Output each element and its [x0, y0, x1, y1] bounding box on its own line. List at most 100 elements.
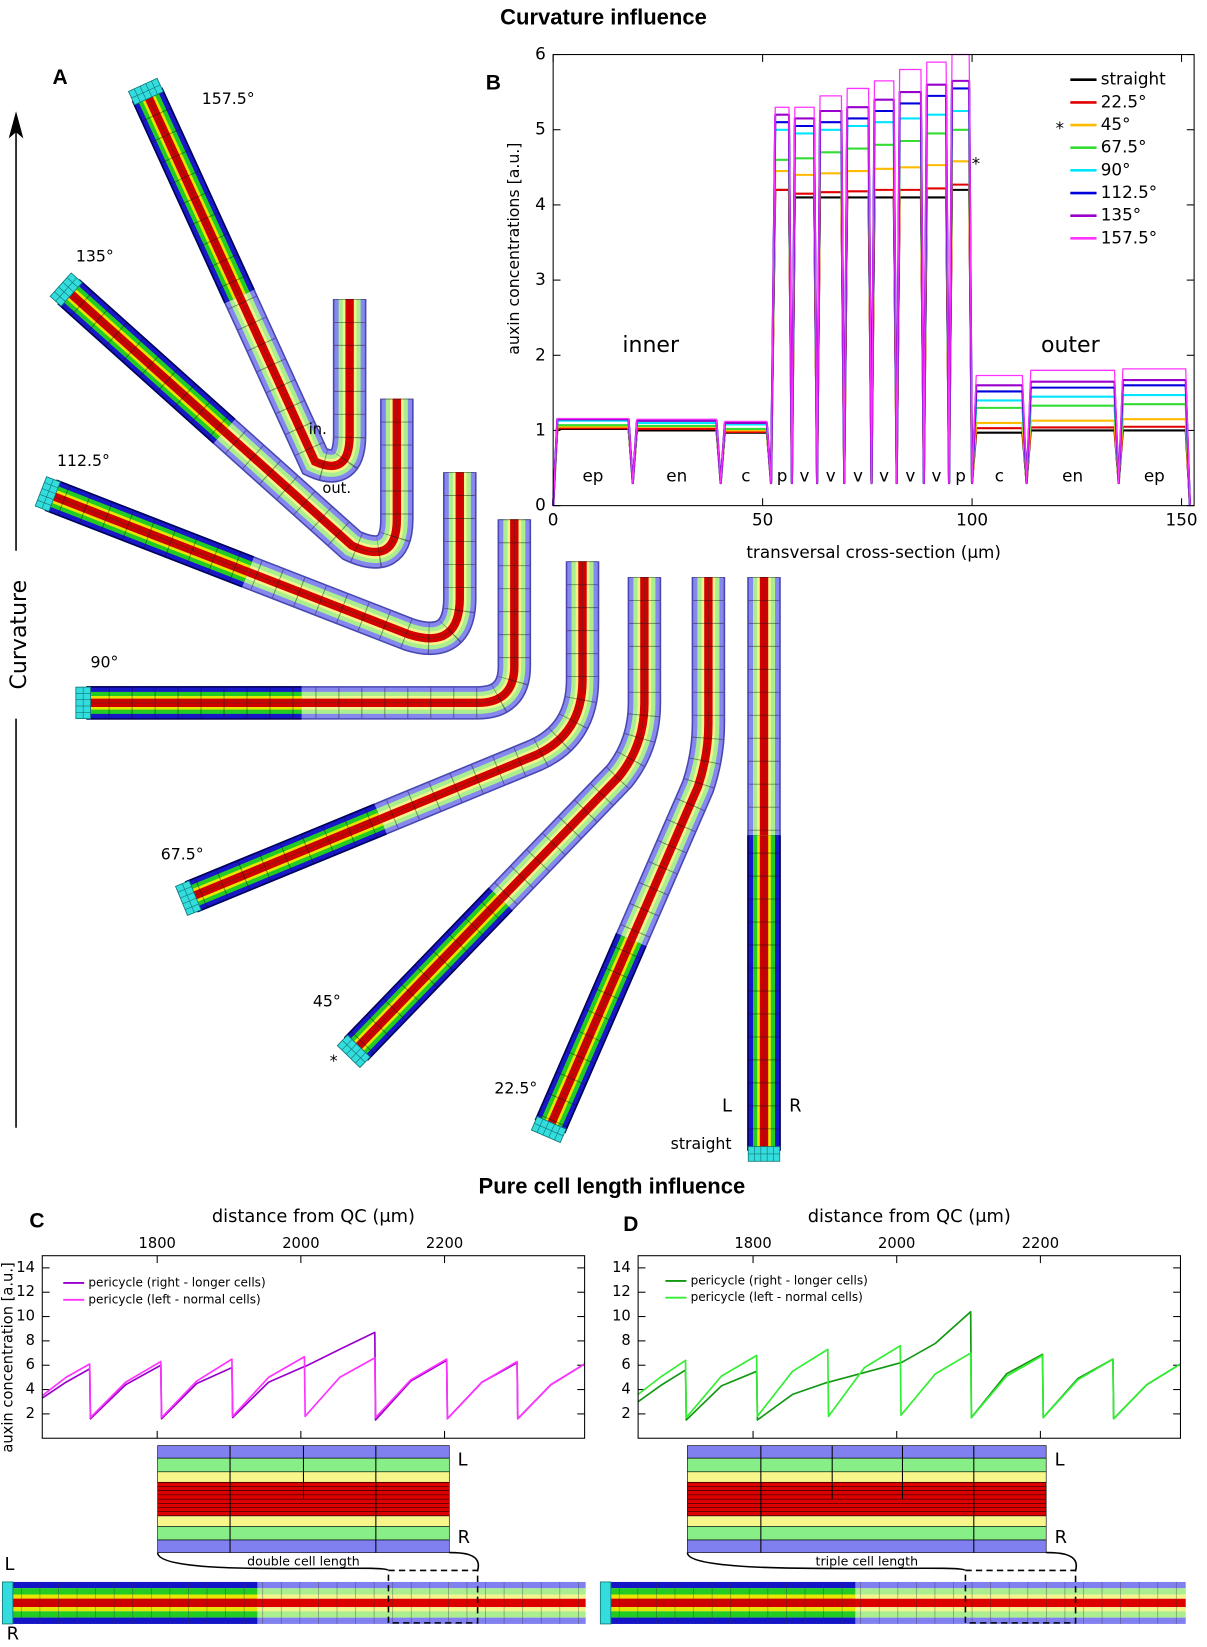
y-tick-label: 14 [612, 1259, 631, 1276]
legend-label: 67.5° [1101, 137, 1147, 157]
diagram-label: L [1055, 1449, 1065, 1470]
panel-label: D [623, 1213, 638, 1236]
x-tick-label: 1800 [139, 1235, 176, 1252]
x-tick-label: 150 [1166, 509, 1198, 529]
cell-label: c [995, 465, 1004, 485]
x-tick-label: 2200 [426, 1235, 463, 1252]
main-title: Curvature influence [500, 5, 707, 30]
section-title: Pure cell length influence [479, 1173, 746, 1198]
diagram-label: R [1055, 1527, 1067, 1548]
quiescent-center [600, 1582, 610, 1624]
x-axis-label: distance from QC (μm) [212, 1206, 415, 1227]
root-band-tip [2, 1599, 257, 1607]
x-tick-label: 1800 [734, 1235, 771, 1252]
root-label: 67.5° [161, 844, 204, 863]
y-tick-label: 8 [621, 1332, 630, 1349]
y-tick-label: 6 [621, 1356, 630, 1373]
y-tick-label: 2 [26, 1405, 35, 1422]
root-tip [76, 687, 91, 718]
legend-label: pericycle (left - normal cells) [88, 1292, 260, 1306]
x-tick-label: 2200 [1022, 1235, 1059, 1252]
annotation: * [330, 1051, 338, 1070]
axis-label: Curvature [7, 580, 32, 690]
tissue-band [687, 1472, 1046, 1482]
legend-label: pericycle (right - longer cells) [88, 1275, 265, 1289]
root-band-tip [2, 1607, 257, 1611]
diagram-label: L [458, 1449, 468, 1470]
region-label: outer [1041, 333, 1101, 358]
root-band-tip [600, 1582, 855, 1588]
legend-label: 90° [1101, 159, 1131, 179]
y-tick-label: 6 [535, 44, 546, 64]
root-band-tip [600, 1611, 855, 1617]
y-tick-label: 4 [535, 194, 546, 214]
cell-label: p [955, 465, 966, 485]
cell-label: v [879, 465, 889, 485]
y-tick-label: 10 [16, 1308, 35, 1325]
cell-label: en [666, 465, 687, 485]
x-tick-label: 2000 [878, 1235, 915, 1252]
panel-label: C [29, 1210, 44, 1233]
legend-label: 45° [1101, 114, 1131, 134]
cell-label: v [853, 465, 863, 485]
legend-label: 135° [1101, 205, 1141, 225]
y-tick-label: 6 [26, 1356, 35, 1373]
root-band-tip [600, 1595, 855, 1599]
root-band-tip [600, 1599, 855, 1607]
root-band-tip [600, 1607, 855, 1611]
y-tick-label: 5 [535, 119, 546, 139]
root-label: 135° [76, 247, 114, 266]
y-tick-label: 4 [621, 1381, 630, 1398]
x-axis-label: distance from QC (μm) [808, 1206, 1011, 1227]
cell-label: v [932, 465, 942, 485]
tissue-band [687, 1526, 1046, 1540]
cell-label: en [1062, 465, 1083, 485]
region-label: inner [622, 333, 680, 358]
root-label: 157.5° [202, 89, 255, 108]
legend-label: pericycle (right - longer cells) [691, 1273, 868, 1287]
figure: Curvature influence Pure cell length inf… [0, 0, 1207, 1647]
y-tick-label: 2 [535, 344, 546, 364]
y-tick-label: 3 [535, 269, 546, 289]
x-tick-label: 100 [956, 509, 988, 529]
y-tick-label: 12 [16, 1283, 35, 1300]
root-label: 22.5° [494, 1078, 537, 1097]
root-label: R [7, 1623, 19, 1644]
cell-label: ep [1144, 465, 1165, 485]
root-band-tip [2, 1595, 257, 1599]
annotation: in. [309, 421, 327, 438]
legend-label: 157.5° [1101, 227, 1157, 247]
annotation: out. [322, 480, 351, 497]
diagram-label: R [458, 1527, 470, 1548]
x-axis-label: transversal cross-section (μm) [746, 542, 1001, 562]
root-label: straight [671, 1134, 732, 1153]
root-band-tip [2, 1588, 257, 1594]
y-tick-label: 4 [26, 1381, 35, 1398]
diagram-caption: double cell length [247, 1554, 360, 1569]
root-label: L [4, 1554, 14, 1575]
annotation: * [1056, 118, 1064, 138]
cell-label: v [800, 465, 810, 485]
annotation: * [972, 154, 980, 174]
root-label: 112.5° [57, 451, 110, 470]
root-label: 45° [313, 991, 341, 1010]
root-tip [748, 1147, 779, 1162]
annotation: R [789, 1096, 801, 1117]
y-tick-label: 2 [621, 1405, 630, 1422]
panel-label: A [53, 66, 68, 89]
tissue-band [158, 1526, 450, 1540]
diagram-caption: triple cell length [816, 1554, 919, 1569]
legend-label: 22.5° [1101, 91, 1147, 111]
y-tick-label: 14 [16, 1259, 35, 1276]
quiescent-center [2, 1582, 12, 1624]
tissue-band [158, 1516, 450, 1526]
root-band-tip [600, 1588, 855, 1594]
root-band-tip [2, 1618, 257, 1624]
cell-label: v [905, 465, 915, 485]
root-band-tip [600, 1618, 855, 1624]
cell-label: v [826, 465, 836, 485]
root-band-tip [2, 1611, 257, 1617]
y-tick-label: 10 [612, 1308, 631, 1325]
y-tick-label: 12 [612, 1283, 631, 1300]
y-axis-label: auxin concentrations [a.u.] [504, 143, 523, 355]
